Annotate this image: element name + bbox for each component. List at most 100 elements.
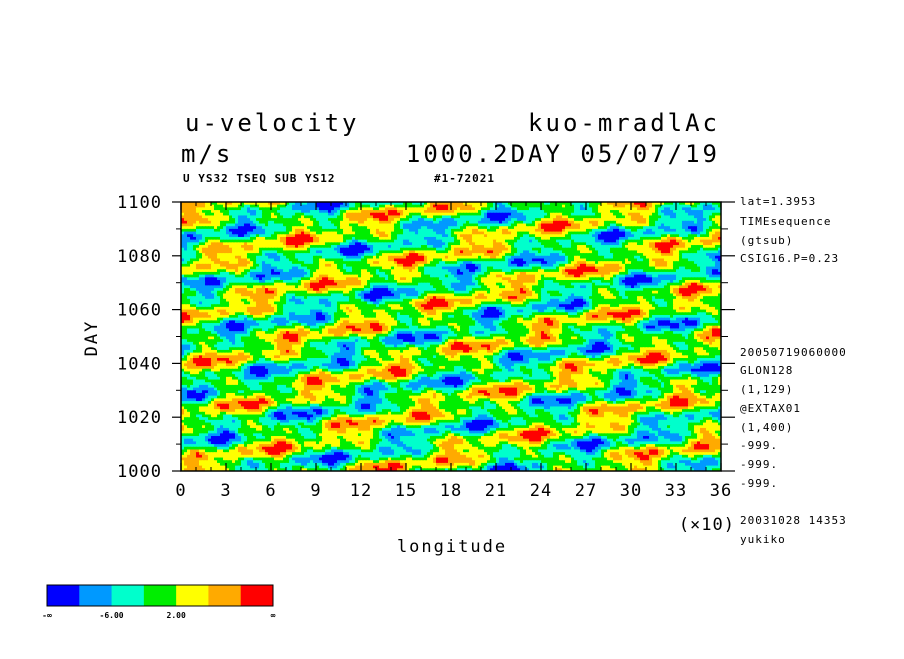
heatmap-cell — [406, 226, 410, 230]
heatmap-cell — [583, 204, 587, 208]
heatmap-cell — [493, 220, 497, 225]
heatmap-cell — [421, 228, 425, 233]
heatmap-cell — [469, 228, 473, 233]
heatmap-cell — [706, 202, 710, 206]
heatmap-cell — [667, 204, 671, 208]
heatmap-cell — [697, 202, 701, 206]
heatmap-cell — [589, 220, 593, 225]
heatmap-cell — [679, 228, 683, 233]
heatmap-cell — [196, 207, 200, 211]
heatmap-cell — [445, 215, 449, 219]
heatmap-cell — [610, 210, 614, 214]
heatmap-cell — [310, 202, 314, 206]
heatmap-cell — [631, 228, 635, 233]
heatmap-cell — [463, 212, 467, 217]
heatmap-cell — [274, 231, 278, 235]
heatmap-cell — [523, 226, 527, 230]
heatmap-cell — [520, 220, 524, 225]
heatmap-cell — [238, 220, 242, 225]
heatmap-cell — [430, 207, 434, 211]
heatmap-cell — [214, 220, 218, 225]
heatmap-cell — [472, 220, 476, 225]
heatmap-cell — [568, 212, 572, 217]
heatmap-cell — [337, 204, 341, 208]
heatmap-cell — [562, 218, 566, 222]
heatmap-cell — [412, 215, 416, 219]
heatmap-cell — [499, 210, 503, 214]
heatmap-cell — [646, 220, 650, 225]
heatmap-cell — [223, 218, 227, 222]
heatmap-cell — [367, 210, 371, 214]
heatmap-cell — [247, 228, 251, 233]
heatmap-cell — [286, 228, 290, 233]
heatmap-cell — [487, 215, 491, 219]
heatmap-cell — [637, 218, 641, 222]
heatmap-cell — [361, 207, 365, 211]
heatmap-cell — [451, 220, 455, 225]
heatmap-cell — [226, 204, 230, 208]
heatmap-cell — [199, 223, 203, 227]
heatmap-cell — [463, 218, 467, 222]
heatmap-cell — [325, 212, 329, 217]
heatmap-cell — [409, 210, 413, 214]
heatmap-cell — [583, 218, 587, 222]
heatmap-cell — [466, 228, 470, 233]
heatmap-cell — [469, 204, 473, 208]
heatmap-cell — [505, 212, 509, 217]
heatmap-cell — [568, 228, 572, 233]
heatmap-cell — [616, 212, 620, 217]
heatmap-cell — [550, 204, 554, 208]
heatmap-cell — [259, 223, 263, 227]
heatmap-cell — [298, 215, 302, 219]
heatmap-cell — [184, 204, 188, 208]
heatmap-cell — [688, 220, 692, 225]
heatmap-cell — [436, 204, 440, 208]
heatmap-cell — [691, 215, 695, 219]
heatmap-cell — [559, 226, 563, 230]
heatmap-cell — [718, 226, 721, 230]
heatmap-cell — [409, 218, 413, 222]
heatmap-cell — [463, 210, 467, 214]
heatmap-cell — [382, 207, 386, 211]
heatmap-cell — [241, 215, 245, 219]
heatmap-cell — [643, 207, 647, 211]
heatmap-cell — [406, 210, 410, 214]
heatmap-cell — [289, 207, 293, 211]
heatmap-cell — [619, 223, 623, 227]
heatmap-cell — [484, 210, 488, 214]
heatmap-cell — [694, 210, 698, 214]
heatmap-cell — [337, 228, 341, 233]
heatmap-cell — [652, 226, 656, 230]
heatmap-cell — [265, 207, 269, 211]
heatmap-cell — [466, 204, 470, 208]
heatmap-cell — [694, 226, 698, 230]
heatmap-cell — [466, 218, 470, 222]
heatmap-cell — [271, 226, 275, 230]
heatmap-cell — [469, 220, 473, 225]
heatmap-cell — [406, 202, 410, 206]
heatmap-cell — [631, 226, 635, 230]
heatmap-cell — [541, 212, 545, 217]
heatmap-cell — [307, 210, 311, 214]
heatmap-cell — [220, 210, 224, 214]
heatmap-cell — [223, 226, 227, 230]
heatmap-cell — [370, 231, 374, 235]
heatmap-cell — [313, 218, 317, 222]
heatmap-cell — [292, 212, 296, 217]
heatmap-cell — [691, 220, 695, 225]
heatmap-cell — [430, 218, 434, 222]
heatmap-cell — [697, 226, 701, 230]
heatmap-cell — [322, 202, 326, 206]
heatmap-cell — [232, 204, 236, 208]
heatmap-cell — [604, 226, 608, 230]
heatmap-cell — [478, 218, 482, 222]
heatmap-cell — [544, 204, 548, 208]
heatmap-cell — [229, 220, 233, 225]
heatmap-cell — [346, 207, 350, 211]
heatmap-cell — [679, 215, 683, 219]
heatmap-cell — [283, 215, 287, 219]
heatmap-cell — [616, 207, 620, 211]
heatmap-cell — [322, 210, 326, 214]
heatmap-cell — [679, 202, 683, 206]
